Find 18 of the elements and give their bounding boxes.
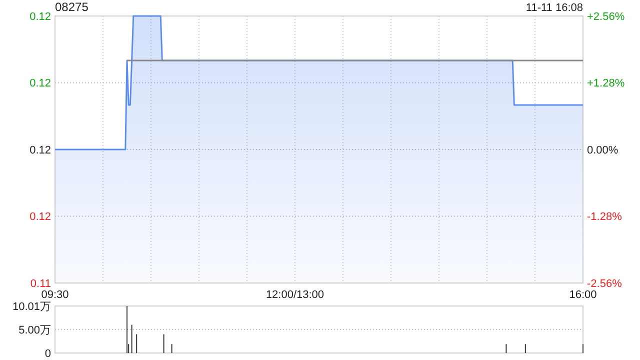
- y2-tick-label: +1.28%: [587, 78, 625, 90]
- y-tick-label: 0.12: [30, 211, 51, 224]
- chart-subtitle: 11-11 16:08: [526, 2, 583, 14]
- y2-tick-label: 0.00%: [587, 144, 618, 156]
- y2-tick-label: -1.28%: [587, 211, 622, 224]
- y-tick-label: 0.11: [30, 278, 51, 290]
- x-tick-label: 16:00: [569, 289, 597, 301]
- x-tick-label: 12:00/13:00: [266, 289, 324, 301]
- y2-tick-label: -2.56%: [587, 278, 622, 290]
- x-tick-label: 09:30: [41, 289, 69, 301]
- y-tick-label: 0.12: [30, 78, 51, 90]
- y-tick-label: 0: [44, 348, 51, 360]
- chart-title: 08275: [55, 0, 89, 14]
- y-tick-label: 10.01万: [12, 300, 51, 313]
- y-tick-label: 0.12: [30, 10, 51, 23]
- y-tick-label: 5.00万: [18, 324, 51, 336]
- y2-tick-label: +2.56%: [587, 10, 625, 23]
- y-tick-label: 0.12: [30, 144, 51, 156]
